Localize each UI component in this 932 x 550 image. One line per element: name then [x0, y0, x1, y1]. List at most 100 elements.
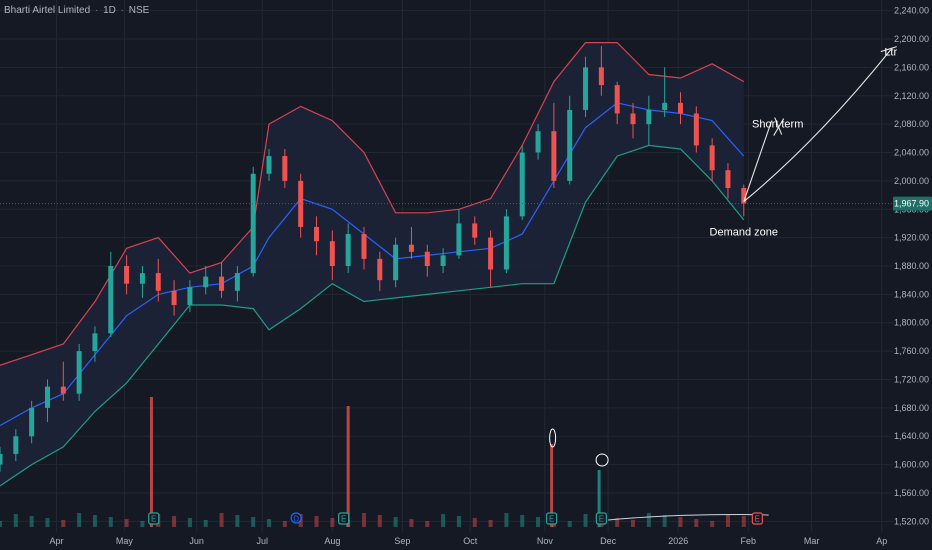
candle-body[interactable]: [662, 102, 668, 110]
candle-body[interactable]: [519, 152, 525, 217]
volume-bar: [92, 515, 97, 527]
projection-path[interactable]: [743, 49, 892, 203]
title-separator: ·: [94, 5, 99, 16]
candle-body[interactable]: [551, 131, 557, 181]
time-axis[interactable]: Apr May Jun Jul Aug Sep Oct Nov Dec 2026 Feb Mar Ap: [50, 536, 888, 546]
volume-bar: [124, 519, 129, 527]
candle-body[interactable]: [583, 67, 589, 110]
price-tick-label: 2,080.00: [894, 119, 929, 129]
earnings-marker[interactable]: [546, 512, 558, 525]
candle-body[interactable]: [250, 173, 256, 274]
candle-body[interactable]: [314, 226, 320, 242]
candle-body[interactable]: [124, 266, 130, 284]
candle-body[interactable]: [677, 102, 683, 114]
candle-body[interactable]: [408, 244, 414, 252]
candle-body[interactable]: [456, 223, 462, 256]
candle-body[interactable]: [440, 255, 446, 266]
candle-body[interactable]: [29, 407, 35, 437]
candle-body[interactable]: [92, 333, 98, 352]
volume-bar: [77, 513, 82, 527]
candle-body[interactable]: [345, 234, 351, 266]
price-tick-label: 1,600.00: [894, 460, 929, 470]
candle-body[interactable]: [535, 131, 541, 153]
volume-bar: [504, 513, 509, 527]
volume-bar: [615, 518, 620, 527]
earnings-marker[interactable]: [338, 512, 350, 525]
candle-body[interactable]: [630, 113, 636, 125]
event-marker-label: E: [549, 515, 554, 524]
user-drawings[interactable]: [549, 46, 897, 521]
candle-body[interactable]: [44, 386, 50, 408]
title-separator: ·: [120, 5, 124, 16]
candle-body[interactable]: [171, 290, 177, 306]
candle-body[interactable]: [361, 234, 367, 259]
candle-body[interactable]: [282, 156, 288, 181]
candle-body[interactable]: [567, 109, 573, 181]
candle-body[interactable]: [203, 276, 209, 288]
time-tick-label: Mar: [804, 536, 820, 546]
dividend-marker[interactable]: [290, 512, 302, 524]
earnings-marker[interactable]: [148, 512, 160, 525]
volume-bar: [203, 520, 208, 527]
symbol-title[interactable]: Bharti Airtel Limited · 1D · NSE: [4, 5, 149, 16]
candle-body[interactable]: [614, 85, 620, 114]
candle-body[interactable]: [13, 436, 19, 454]
candle-body[interactable]: [266, 156, 272, 174]
volume-bar: [330, 518, 335, 527]
volume-bar: [61, 520, 66, 527]
price-tick-label: 2,200.00: [894, 34, 929, 44]
chart-annotation: Short term: [752, 119, 803, 131]
candle-body[interactable]: [488, 237, 494, 270]
volume-bar: [219, 513, 224, 527]
candle-body[interactable]: [329, 241, 335, 266]
price-tick-label: 2,240.00: [894, 6, 929, 16]
candle-body[interactable]: [76, 351, 82, 394]
time-tick-label: Oct: [463, 536, 478, 546]
time-tick-label: Jun: [189, 536, 204, 546]
candle-body[interactable]: [741, 187, 747, 204]
candle-body[interactable]: [598, 67, 604, 86]
volume-bar: [441, 514, 446, 527]
candle-body[interactable]: [60, 386, 66, 394]
time-tick-label: 2026: [668, 536, 688, 546]
earnings-marker[interactable]: [595, 512, 607, 525]
candle-body[interactable]: [219, 276, 225, 291]
candle-body[interactable]: [646, 109, 652, 125]
candle-body[interactable]: [139, 273, 145, 284]
earnings-marker[interactable]: [751, 512, 763, 525]
candle-body[interactable]: [234, 273, 240, 291]
candlesticks[interactable]: [0, 46, 747, 472]
time-tick-label: Jul: [256, 536, 268, 546]
chart-annotation: Demand zone: [710, 226, 779, 238]
price-tick-label: 1,840.00: [894, 289, 929, 299]
time-tick-label: Sep: [394, 536, 410, 546]
annotations: Demand zone Short term Ltr: [710, 46, 898, 238]
volume-bar: [725, 514, 730, 527]
highlight-circle[interactable]: [549, 428, 557, 448]
candle-body[interactable]: [709, 145, 715, 171]
highlight-circle[interactable]: [595, 453, 609, 467]
projection-tick[interactable]: [774, 117, 783, 135]
candle-body[interactable]: [187, 287, 193, 306]
volume-bar: [520, 515, 525, 527]
candle-body[interactable]: [393, 244, 399, 281]
candle-body[interactable]: [472, 223, 478, 238]
candle-body[interactable]: [0, 453, 3, 465]
volume-bar: [108, 517, 113, 527]
candle-body[interactable]: [108, 266, 114, 334]
price-tick-label: 1,640.00: [894, 431, 929, 441]
candle-body[interactable]: [693, 113, 699, 146]
candle-body[interactable]: [377, 258, 383, 281]
candle-body[interactable]: [725, 170, 731, 188]
price-axis[interactable]: 1,520.00 1,560.00 1,600.00 1,640.00 1,680.00…: [893, 6, 932, 527]
candle-body[interactable]: [155, 273, 161, 291]
candle-body[interactable]: [424, 251, 430, 266]
volume-bar: [425, 521, 430, 527]
candle-body[interactable]: [503, 216, 509, 270]
volume-bar: [251, 517, 256, 527]
time-tick-label: May: [116, 536, 134, 546]
chart-annotation: Ltr: [884, 46, 897, 58]
